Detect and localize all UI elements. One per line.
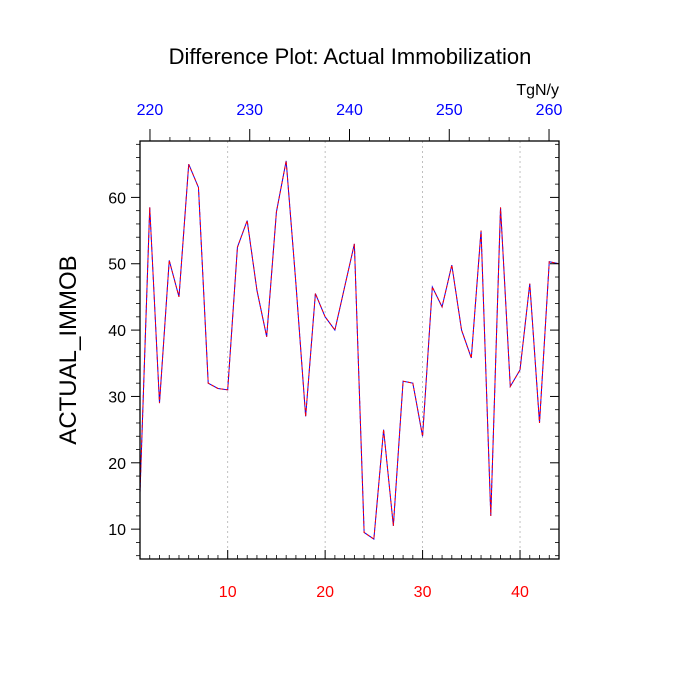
y-tick-label: 30 [108, 389, 126, 406]
bottom-tick-label: 20 [316, 584, 334, 601]
y-tick-label: 60 [108, 190, 126, 207]
data-series [139, 160, 560, 540]
y-tick-label: 10 [108, 522, 126, 539]
top-tick-label: 260 [536, 102, 563, 119]
chart-title: Difference Plot: Actual Immobilization [169, 44, 532, 69]
y-tick-label: 50 [108, 257, 126, 274]
grid-lines [227, 141, 521, 559]
units-label: TgN/y [516, 82, 559, 99]
axis-ticks [131, 129, 560, 559]
bottom-tick-label: 30 [414, 584, 432, 601]
axis-tick-labels: 10 20 30 40 220 230 240 250 260 10 20 30 40 50 60 [108, 102, 562, 601]
top-tick-label: 250 [436, 102, 463, 119]
y-tick-label: 40 [108, 323, 126, 340]
top-tick-label: 230 [236, 102, 263, 119]
top-tick-label: 240 [336, 102, 363, 119]
y-axis-label: ACTUAL_IMMOB [55, 255, 82, 444]
y-tick-label: 20 [108, 456, 126, 473]
series-line-actual [139, 160, 560, 540]
series-line-difference [139, 160, 560, 540]
top-tick-label: 220 [137, 102, 164, 119]
bottom-tick-label: 10 [219, 584, 237, 601]
bottom-tick-label: 40 [511, 584, 529, 601]
